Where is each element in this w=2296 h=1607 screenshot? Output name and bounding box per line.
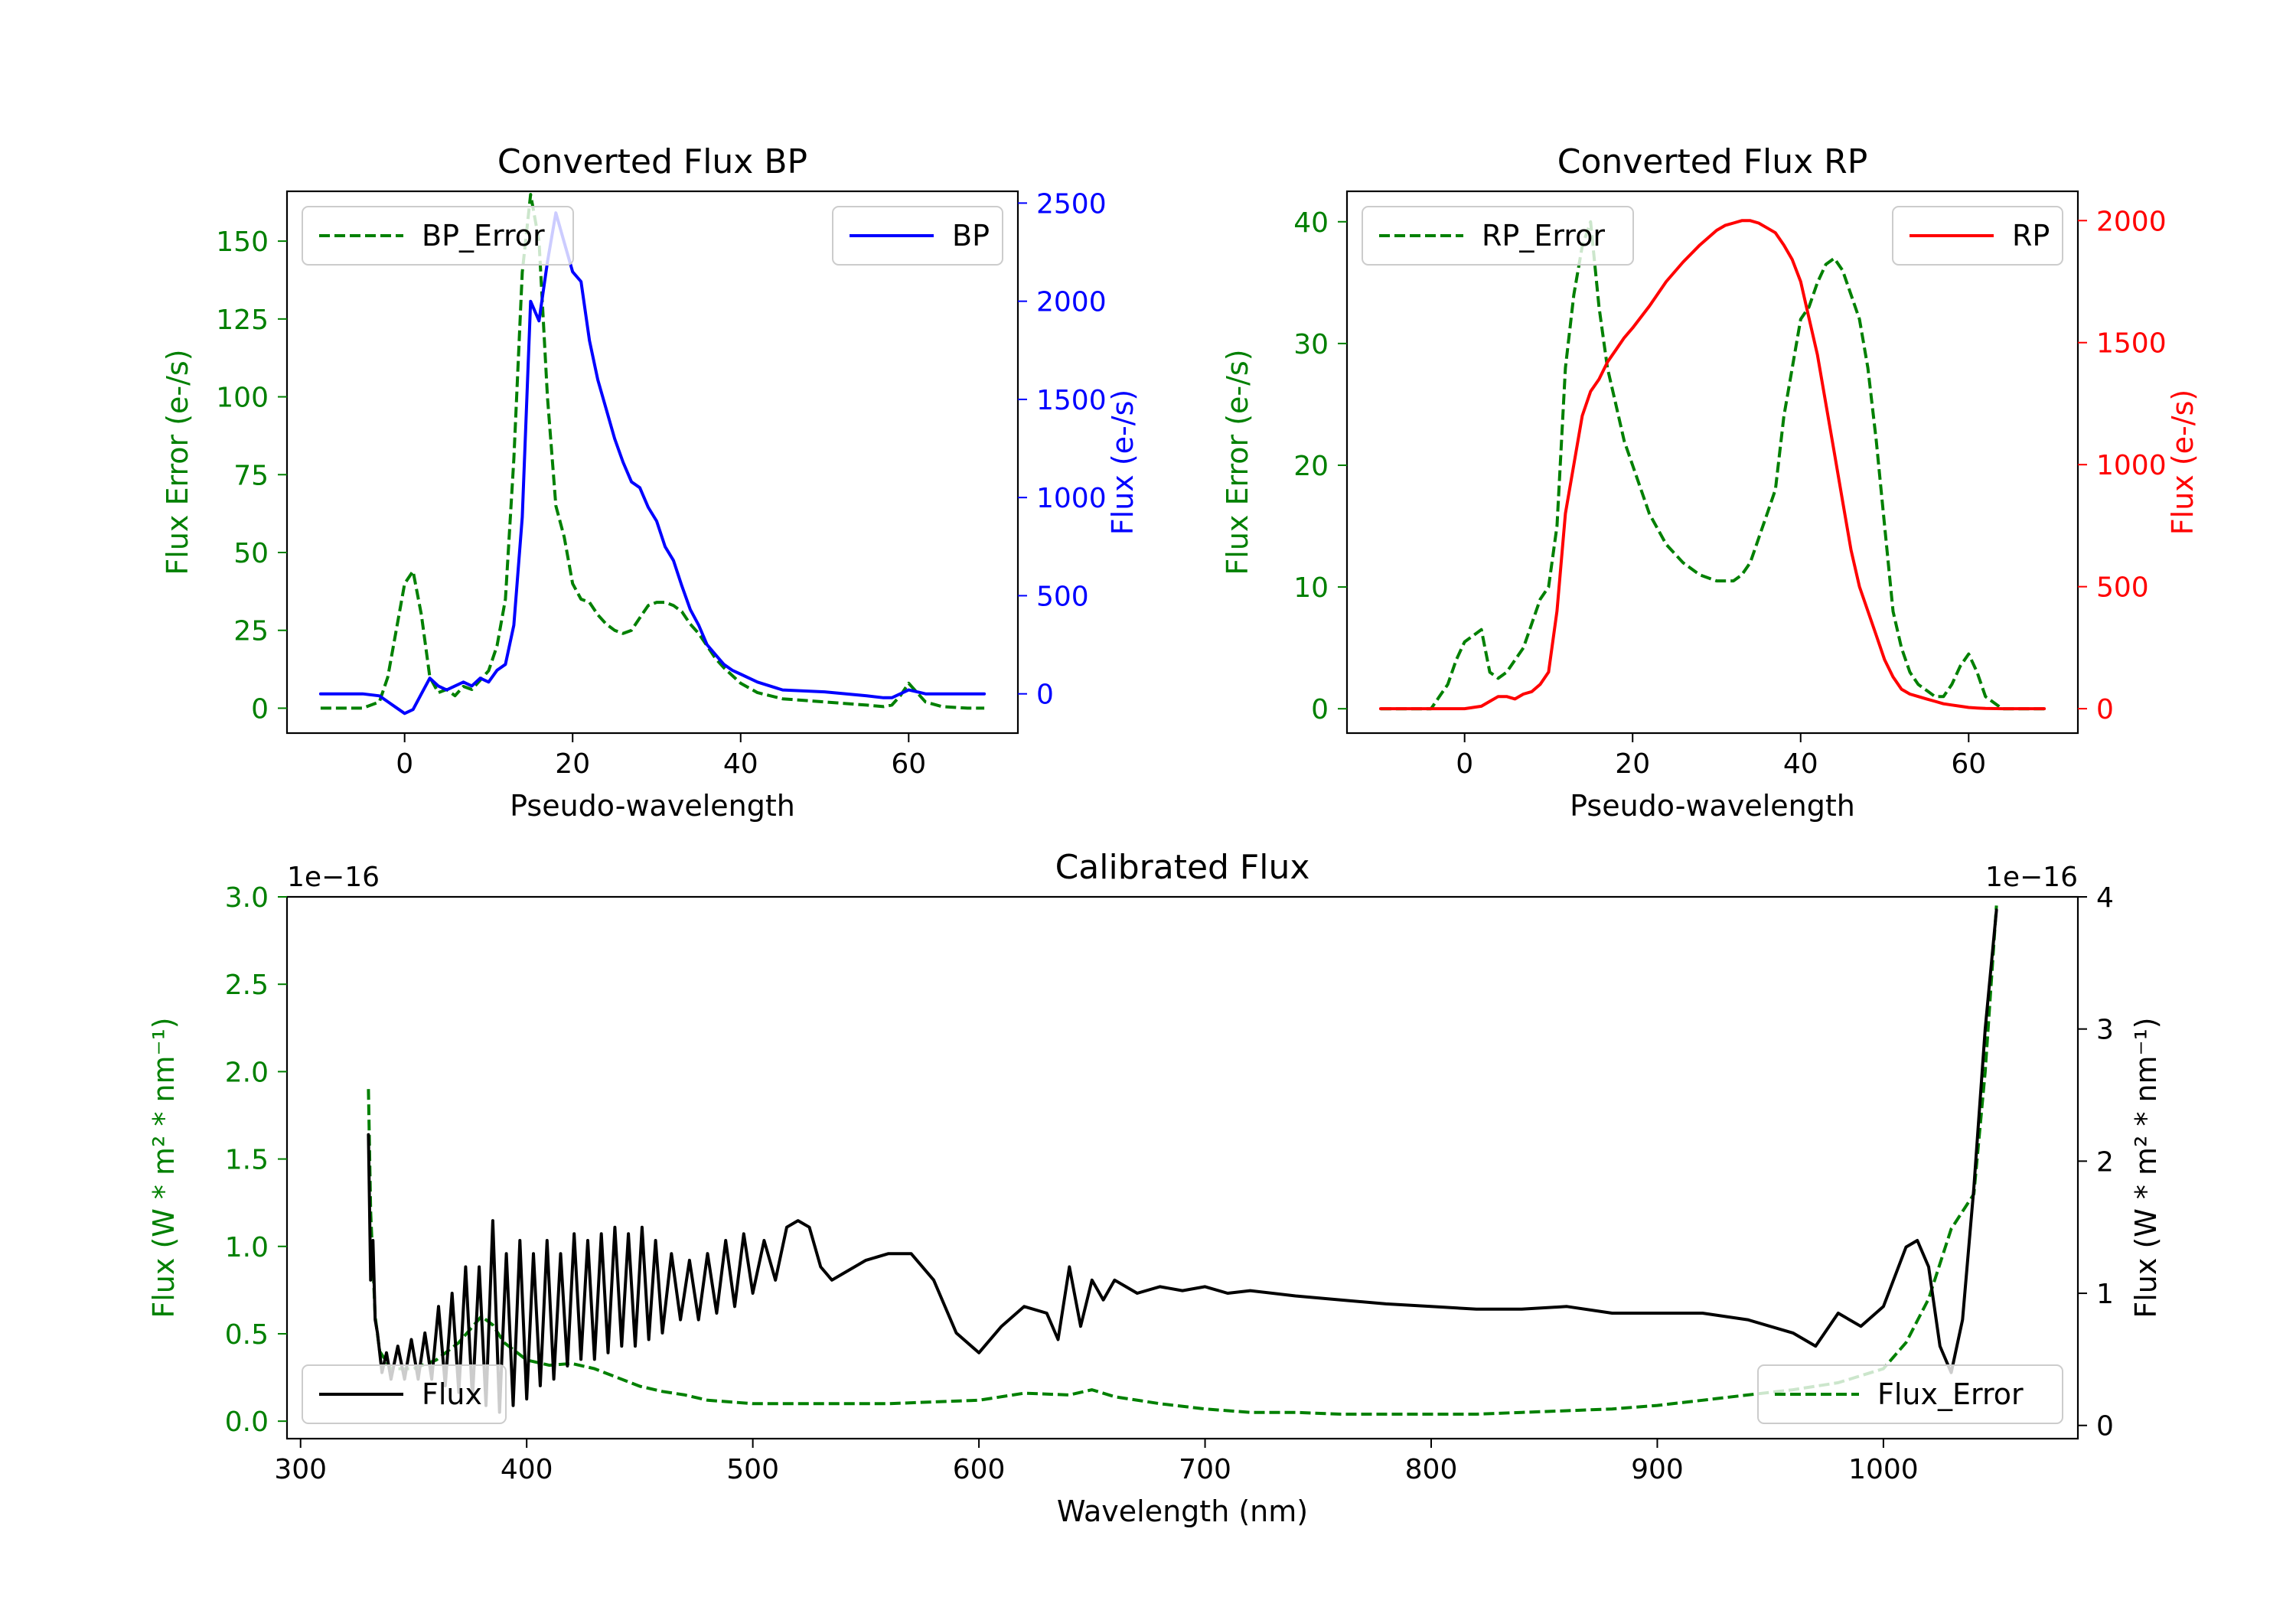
cal-offset-right: 1e−16	[1985, 862, 2078, 893]
rp-legend-rp: RP	[1892, 206, 2063, 266]
cal-xlabel: Wavelength (nm)	[1057, 1495, 1308, 1528]
cal-legend-flux: Flux	[302, 1364, 507, 1424]
cal-chart: 300 400 500 600 700 800 900 1000 0.0 0.5 1.0 1.5 2.0…	[147, 848, 2163, 1528]
cal-xtick-label: 600	[953, 1454, 1006, 1485]
bp-xlabel: Pseudo-wavelength	[510, 789, 795, 823]
bp-ytick-right-label: 1000	[1036, 483, 1107, 514]
rp-series-rp-error-line	[1380, 220, 2045, 711]
cal-ytick-left-label: 1.0	[225, 1232, 269, 1263]
rp-ylabel-left: Flux Error (e-/s)	[1221, 349, 1254, 575]
cal-ytick-right-label: 1	[2096, 1279, 2114, 1310]
rp-legend-label: RP_Error	[1482, 219, 1605, 253]
cal-axes-frame	[285, 895, 2079, 1440]
rp-xtick-label: 60	[1951, 748, 1986, 780]
cal-xtick-label: 400	[501, 1454, 553, 1485]
rp-xtick-label: 20	[1615, 748, 1650, 780]
cal-legend-label: Flux_Error	[1877, 1377, 2024, 1411]
rp-series-rp-line	[1378, 219, 2047, 711]
rp-ytick-right-label: 1500	[2096, 328, 2167, 360]
bp-title: Converted Flux BP	[497, 142, 807, 181]
cal-legend-flux-error: Flux_Error	[1757, 1364, 2063, 1424]
bp-ytick-right-label: 2500	[1036, 188, 1107, 220]
bp-legend-bp-error: BP_Error	[302, 206, 574, 266]
cal-ytick-left-label: 0.0	[225, 1407, 269, 1438]
rp-ytick-right-label: 1000	[2096, 450, 2167, 481]
cal-ytick-right-label: 2	[2096, 1146, 2114, 1178]
cal-xtick-label: 700	[1179, 1454, 1231, 1485]
cal-legend-box	[1757, 1364, 2063, 1424]
bp-ylabel-right: Flux (e-/s)	[1106, 390, 1140, 535]
cal-legend-box	[302, 1364, 507, 1424]
bp-ytick-left-label: 75	[233, 460, 269, 491]
cal-ytick-left-label: 0.5	[225, 1319, 269, 1351]
cal-xtick-label: 500	[726, 1454, 779, 1485]
bp-series-bp-line	[318, 211, 987, 715]
rp-axes-frame	[1345, 190, 2079, 735]
cal-ytick-left-label: 2.5	[225, 970, 269, 1001]
rp-ytick-left-label: 20	[1293, 451, 1329, 482]
rp-xlabel: Pseudo-wavelength	[1570, 789, 1855, 823]
bp-ytick-right-label: 2000	[1036, 287, 1107, 318]
bp-legend-label: BP	[952, 219, 990, 253]
bp-xtick-label: 60	[891, 748, 926, 780]
cal-title: Calibrated Flux	[1055, 848, 1310, 887]
bp-ytick-right-label: 500	[1036, 581, 1089, 612]
cal-xtick-label: 800	[1405, 1454, 1458, 1485]
bp-xtick-label: 40	[723, 748, 758, 780]
bp-legend-bp: BP	[832, 206, 1003, 266]
cal-ytick-right-label: 4	[2096, 882, 2114, 914]
cal-ytick-left-label: 2.0	[225, 1057, 269, 1088]
rp-ytick-left-label: 30	[1293, 329, 1329, 360]
cal-xtick-label: 900	[1631, 1454, 1684, 1485]
rp-ylabel-right: Flux (e-/s)	[2166, 390, 2200, 535]
cal-ytick-right-label: 3	[2096, 1015, 2114, 1046]
cal-series-flux-error-line	[367, 905, 1998, 1416]
bp-ytick-right-label: 0	[1036, 680, 1054, 711]
bp-ytick-left-label: 100	[216, 383, 269, 414]
bp-ytick-right-label: 1500	[1036, 385, 1107, 416]
cal-xtick-label: 1000	[1848, 1454, 1919, 1485]
bp-ytick-left-label: 125	[216, 305, 269, 336]
cal-ytick-right-label: 0	[2096, 1411, 2114, 1442]
cal-ytick-left-label: 3.0	[225, 882, 269, 914]
bp-ytick-left-label: 50	[233, 538, 269, 569]
rp-legend-rp-error: RP_Error	[1362, 206, 1634, 266]
bp-xtick-label: 0	[396, 748, 413, 780]
rp-legend-label: RP	[2012, 219, 2050, 253]
bp-series-bp-error-line	[320, 193, 985, 710]
rp-xtick-label: 40	[1783, 748, 1818, 780]
cal-series-flux-line	[367, 908, 1998, 1414]
cal-legend-label: Flux	[422, 1377, 482, 1411]
rp-title: Converted Flux RP	[1557, 142, 1868, 181]
cal-ylabel-left: Flux (W * m² * nm⁻¹)	[147, 1017, 181, 1318]
bp-ylabel-left: Flux Error (e-/s)	[161, 349, 194, 575]
rp-ytick-left-label: 40	[1293, 207, 1329, 239]
cal-offset-left: 1e−16	[287, 862, 380, 893]
bp-ytick-left-label: 150	[216, 227, 269, 258]
bp-ytick-left-label: 25	[233, 616, 269, 647]
cal-ytick-left-label: 1.5	[225, 1145, 269, 1176]
bp-legend-label: BP_Error	[422, 219, 545, 253]
bp-legend-box	[302, 206, 574, 266]
bp-ytick-left-label: 0	[251, 693, 269, 725]
rp-chart: 0 20 40 60 0 10 20 30 40 0 500 1000 1500 2000 Converte…	[1221, 142, 2200, 823]
bp-xtick-label: 20	[555, 748, 590, 780]
cal-xtick-label: 300	[274, 1454, 327, 1485]
rp-ytick-right-label: 0	[2096, 694, 2114, 725]
cal-ylabel-right: Flux (W * m² * nm⁻¹)	[2129, 1017, 2163, 1318]
rp-xtick-label: 0	[1456, 748, 1473, 780]
rp-ytick-right-label: 2000	[2096, 206, 2167, 237]
rp-legend-box	[1362, 206, 1634, 266]
rp-ytick-right-label: 500	[2096, 572, 2149, 604]
rp-ytick-left-label: 0	[1311, 694, 1329, 725]
rp-ytick-left-label: 10	[1293, 572, 1329, 604]
bp-axes-frame	[285, 190, 1019, 735]
bp-chart: 0 20 40 60025507510012515005001000150020002…	[161, 142, 1140, 823]
